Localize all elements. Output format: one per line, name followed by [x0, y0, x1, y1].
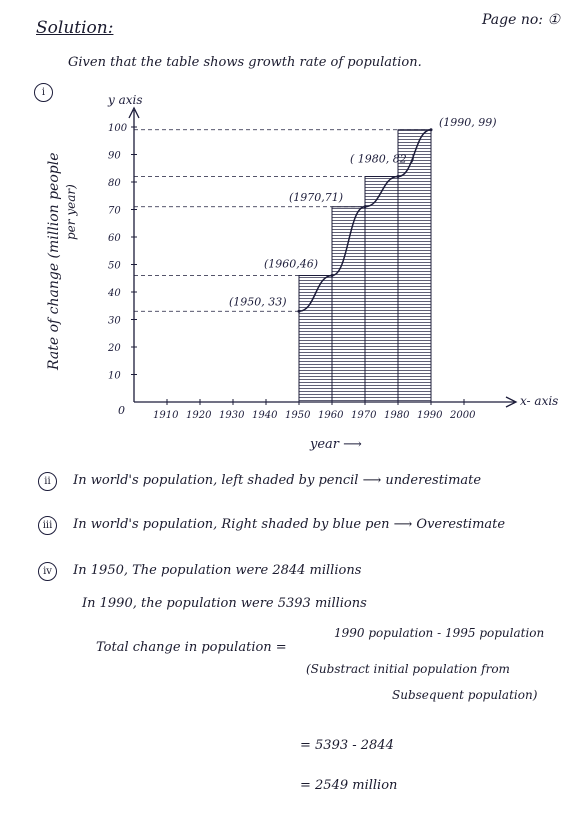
x-axis-title: x- axis	[520, 394, 558, 408]
point-label: (1950, 33)	[229, 295, 287, 308]
data-point	[363, 205, 367, 209]
calc-step-2: = 2549 million	[300, 778, 398, 793]
intro-text: Given that the table shows growth rate o…	[68, 55, 422, 70]
y-tick-label: 10	[108, 371, 121, 382]
x-tick-label: 1960	[318, 410, 344, 421]
item-iii-text: In world's population, Right shaded by b…	[73, 517, 506, 532]
growth-curve	[298, 129, 432, 312]
origin-label: 0	[118, 404, 125, 417]
data-point	[330, 274, 334, 277]
y-arrow	[128, 106, 140, 119]
y-tick-label: 60	[108, 233, 121, 244]
point-label: (1990, 99)	[439, 116, 497, 129]
x-arrow	[505, 396, 518, 408]
x-tick-label: 1930	[219, 410, 245, 421]
population-chart: y axis x- axis 0 100 90 80 70 60 50 40 30 20 10 1…	[107, 93, 558, 452]
x-tick-label: 1990	[417, 410, 443, 421]
marker-iii: iii	[38, 516, 57, 535]
item-iii: iii In world's population, Right shaded …	[38, 516, 505, 535]
x-tick-label: 2000	[449, 410, 476, 421]
y-tick-label: 30	[108, 316, 121, 327]
y-axis-title: y axis	[107, 93, 143, 107]
marker-ii: ii	[38, 472, 57, 491]
total-note-2: Subsequent population)	[392, 688, 538, 702]
y-tick-label: 40	[107, 288, 121, 299]
item-iv: iv In 1950, The population were 2844 mil…	[38, 562, 361, 581]
data-point	[396, 175, 400, 178]
y-tick-label: 20	[107, 343, 121, 354]
item-ii-text: In world's population, left shaded by pe…	[73, 473, 482, 488]
marker-iv: iv	[38, 562, 57, 581]
x-tick-label: 1920	[186, 410, 212, 421]
point-label: ( 1980, 82 )	[350, 153, 415, 166]
total-rhs: 1990 population - 1995 population	[334, 626, 545, 640]
x-tick-label: 1950	[285, 410, 311, 421]
y-tick-label: 100	[108, 123, 128, 134]
point-label: (1960,46)	[264, 258, 318, 271]
y-tick-label: 50	[108, 261, 121, 272]
shaded-rectangle	[331, 206, 366, 403]
item-ii: ii In world's population, left shaded by…	[38, 472, 481, 491]
x-tick-label: 1970	[351, 410, 377, 421]
y-tick-label: 90	[108, 151, 121, 162]
data-point	[429, 128, 433, 132]
total-label: Total change in population =	[96, 640, 287, 655]
total-note-1: (Substract initial population from	[306, 662, 510, 676]
page-title: Solution:	[36, 18, 114, 38]
x-caption: year ⟶	[309, 437, 362, 452]
shaded-rectangle	[397, 129, 432, 403]
marker-i: i	[34, 80, 53, 102]
shaded-rectangle	[364, 176, 399, 403]
item-iv-text: In 1950, The population were 2844 millio…	[73, 563, 362, 578]
y-tick-label: 80	[108, 178, 121, 189]
page-number: Page no: ①	[482, 12, 560, 28]
line-1990: In 1990, the population were 5393 millio…	[82, 596, 367, 611]
x-tick-label: 1940	[252, 410, 278, 421]
x-tick-label: 1980	[384, 410, 410, 421]
y-tick-label: 70	[108, 206, 121, 217]
x-tick-label: 1910	[153, 410, 179, 421]
point-label: (1970,71)	[289, 191, 343, 204]
calc-step-1: = 5393 - 2844	[300, 738, 394, 753]
data-point	[297, 309, 301, 313]
